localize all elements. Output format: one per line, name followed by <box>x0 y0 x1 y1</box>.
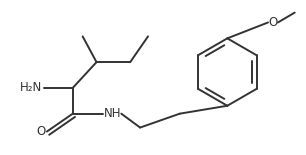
Text: O: O <box>268 16 278 29</box>
Text: O: O <box>36 125 46 138</box>
Text: H₂N: H₂N <box>20 81 42 94</box>
Text: NH: NH <box>104 107 121 120</box>
